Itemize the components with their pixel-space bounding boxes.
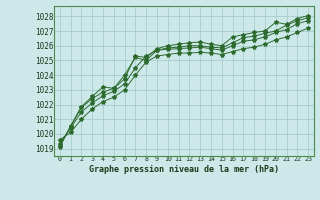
X-axis label: Graphe pression niveau de la mer (hPa): Graphe pression niveau de la mer (hPa) bbox=[89, 164, 279, 174]
